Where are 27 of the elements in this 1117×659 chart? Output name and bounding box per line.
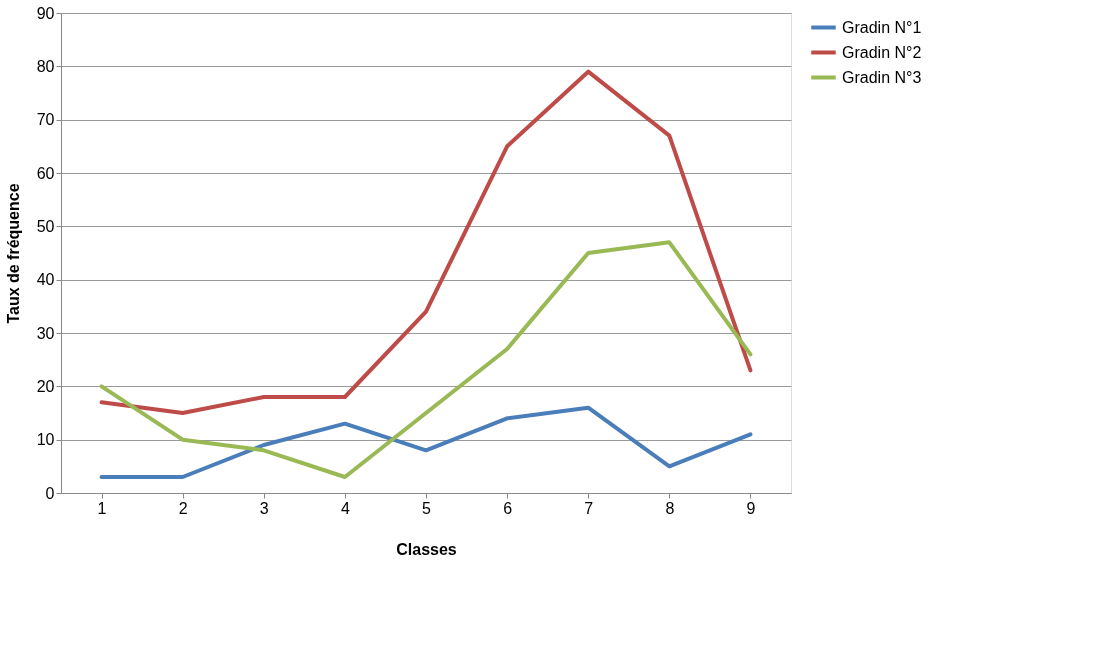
y-tick-label: 70 <box>36 111 55 129</box>
y-axis-title: Taux de fréquence <box>4 183 22 324</box>
legend-label: Gradin N°3 <box>842 68 922 86</box>
y-tick-label: 30 <box>36 324 55 342</box>
y-tick-label: 0 <box>45 484 55 502</box>
y-tick-label: 50 <box>36 217 55 235</box>
y-tick-label: 60 <box>36 164 55 182</box>
x-tick-label: 9 <box>746 499 756 517</box>
y-tick-label: 90 <box>36 4 55 22</box>
x-tick-label: 4 <box>340 499 350 517</box>
x-tick-label: 7 <box>584 499 594 517</box>
line-series <box>99 69 753 415</box>
x-tick-label: 5 <box>422 499 432 517</box>
x-tick-label: 2 <box>178 499 188 517</box>
x-tick-label: 8 <box>665 499 675 517</box>
x-axis-title: Classes <box>396 540 457 558</box>
y-tick-label: 10 <box>36 431 55 449</box>
legend-label: Gradin N°2 <box>842 43 922 61</box>
line-series <box>99 240 753 479</box>
x-tick-label: 1 <box>97 499 107 517</box>
x-tick-label: 6 <box>503 499 513 517</box>
y-tick-label: 20 <box>36 377 55 395</box>
legend-label: Gradin N°1 <box>842 18 922 36</box>
x-tick-label: 3 <box>259 499 269 517</box>
line-series <box>99 405 753 479</box>
y-tick-label: 80 <box>36 57 55 75</box>
y-tick-label: 40 <box>36 271 55 289</box>
